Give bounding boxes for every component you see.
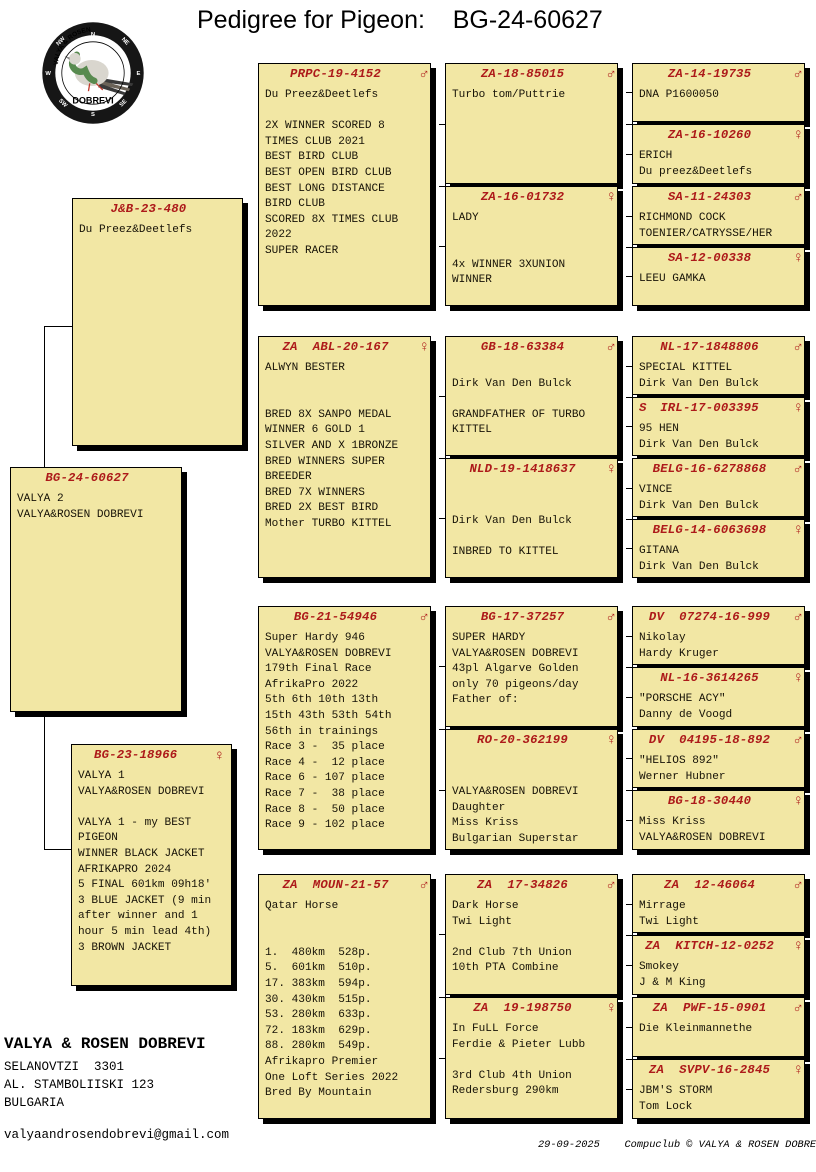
svg-text:W: W xyxy=(45,71,51,77)
svg-text:E: E xyxy=(137,71,141,77)
svg-text:DOBREVI: DOBREVI xyxy=(72,96,113,106)
svg-text:N: N xyxy=(91,32,95,38)
svg-text:S: S xyxy=(91,112,95,118)
